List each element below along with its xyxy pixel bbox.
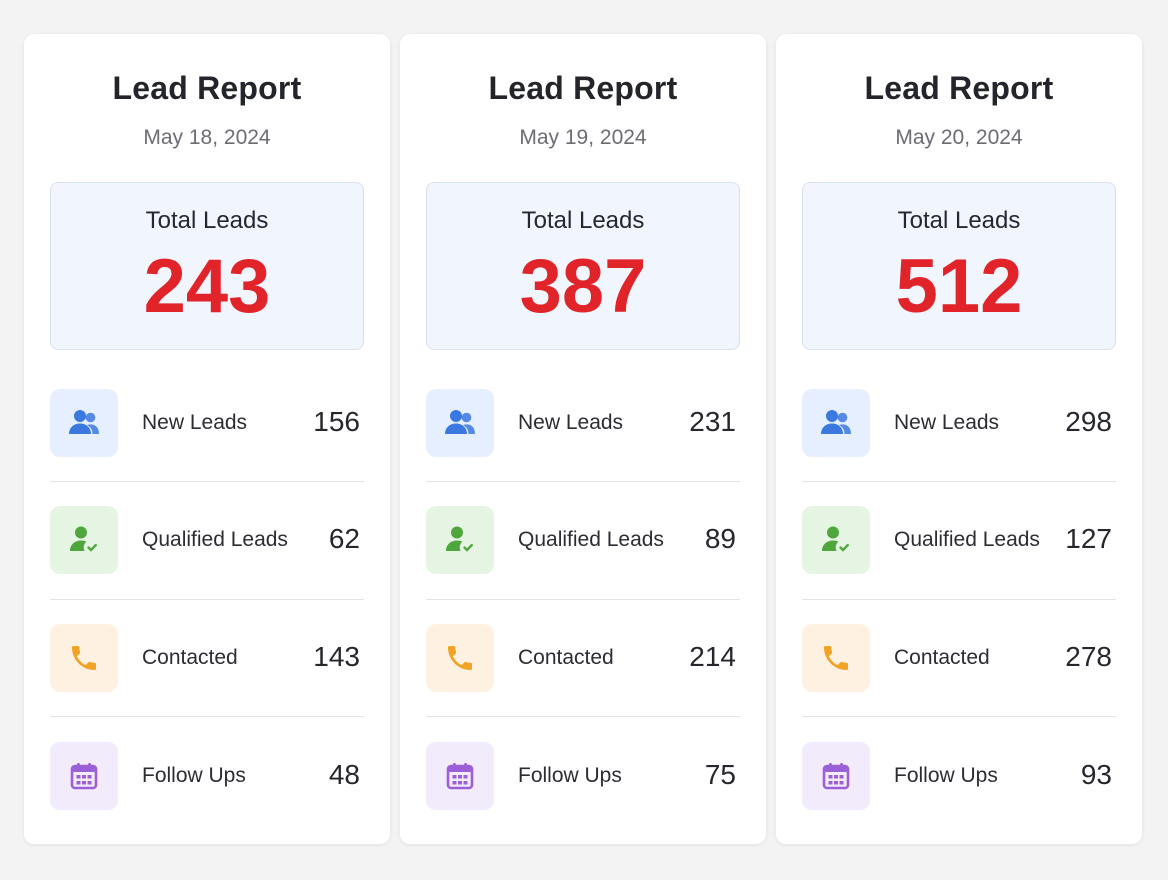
metric-new-leads: New Leads 298 [802,389,1116,457]
metric-value: 278 [1065,641,1112,672]
users-icon [50,389,118,457]
card-date: May 18, 2024 [143,126,271,149]
card-title: Lead Report [488,70,678,106]
total-leads-value: 243 [143,244,271,329]
divider [802,716,1116,717]
metric-value: 89 [704,523,736,554]
lead-report-cards: Lead Report May 18, 2024 Total Leads 243… [24,34,1142,844]
metric-label: Follow Ups [894,764,998,787]
divider [802,481,1116,482]
metric-value: 62 [328,523,360,554]
metric-label: Qualified Leads [518,528,664,551]
metric-follow-ups: Follow Ups 93 [802,742,1116,810]
metric-value: 231 [689,406,736,437]
metric-value: 127 [1065,523,1112,554]
divider [426,599,740,600]
total-leads-value: 387 [519,244,647,329]
calendar-icon [802,742,870,810]
metric-label: Qualified Leads [142,528,288,551]
metric-contacted: Contacted 214 [426,624,740,692]
metric-value: 48 [328,759,360,790]
metric-value: 156 [313,406,360,437]
divider [426,481,740,482]
total-leads-value: 512 [895,244,1023,329]
divider [50,716,364,717]
users-icon [426,389,494,457]
divider [50,481,364,482]
total-leads-label: Total Leads [145,207,269,234]
metric-label: Contacted [518,646,614,669]
card-date: May 20, 2024 [895,126,1023,149]
metric-label: New Leads [894,411,1000,434]
total-leads-label: Total Leads [521,207,645,234]
metric-value: 143 [313,641,360,672]
metric-label: New Leads [518,411,624,434]
phone-icon [802,624,870,692]
total-leads-label: Total Leads [897,207,1021,234]
metric-new-leads: New Leads 231 [426,389,740,457]
metric-qualified-leads: Qualified Leads 127 [802,506,1116,574]
metric-label: Qualified Leads [894,528,1040,551]
lead-report-card: Lead Report May 18, 2024 Total Leads 243… [24,34,390,844]
total-leads-box: Total Leads 243 [50,182,364,350]
total-leads-box: Total Leads 512 [802,182,1116,350]
metric-qualified-leads: Qualified Leads 62 [50,506,364,574]
phone-icon [426,624,494,692]
metric-value: 298 [1065,406,1112,437]
metric-contacted: Contacted 278 [802,624,1116,692]
metric-label: Contacted [894,646,990,669]
metric-label: New Leads [142,411,248,434]
user-check-icon [50,506,118,574]
divider [802,599,1116,600]
metric-follow-ups: Follow Ups 75 [426,742,740,810]
phone-icon [50,624,118,692]
total-leads-box: Total Leads 387 [426,182,740,350]
metric-value: 93 [1080,759,1112,790]
divider [426,716,740,717]
metric-contacted: Contacted 143 [50,624,364,692]
metric-label: Contacted [142,646,238,669]
metric-qualified-leads: Qualified Leads 89 [426,506,740,574]
lead-report-card: Lead Report May 20, 2024 Total Leads 512… [776,34,1142,844]
calendar-icon [426,742,494,810]
metric-value: 214 [689,641,736,672]
calendar-icon [50,742,118,810]
user-check-icon [802,506,870,574]
lead-report-card: Lead Report May 19, 2024 Total Leads 387… [400,34,766,844]
users-icon [802,389,870,457]
metric-follow-ups: Follow Ups 48 [50,742,364,810]
metric-label: Follow Ups [142,764,246,787]
divider [50,599,364,600]
card-title: Lead Report [112,70,302,106]
metric-value: 75 [704,759,736,790]
metric-label: Follow Ups [518,764,622,787]
card-date: May 19, 2024 [519,126,647,149]
user-check-icon [426,506,494,574]
metric-new-leads: New Leads 156 [50,389,364,457]
card-title: Lead Report [864,70,1054,106]
